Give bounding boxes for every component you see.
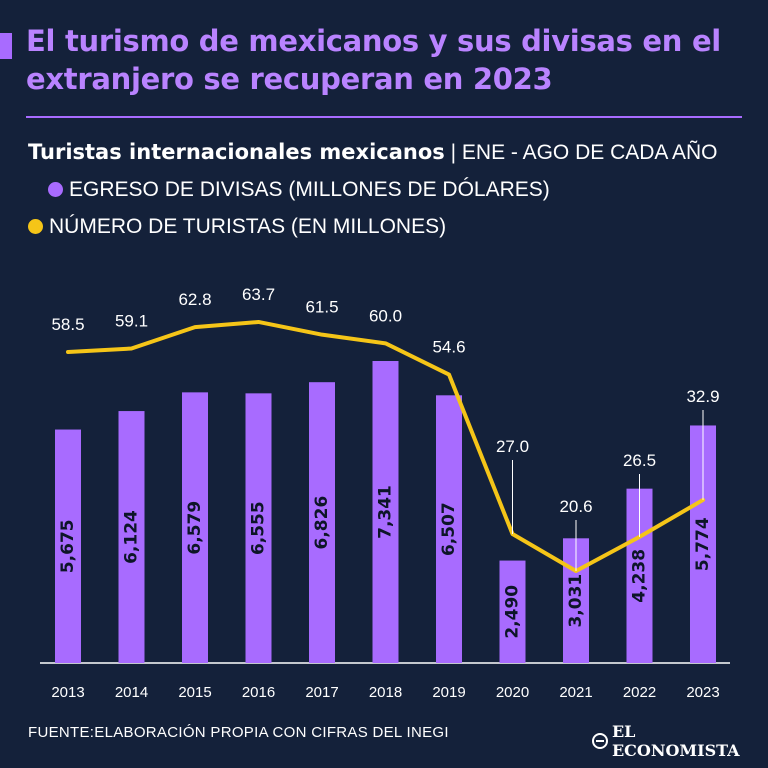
bar [182, 392, 208, 663]
title-accent-bar [0, 33, 12, 59]
x-tick-label: 2017 [305, 684, 338, 701]
page-title: El turismo de mexicanos y sus divisas en… [26, 24, 721, 96]
bar [55, 429, 81, 663]
x-tick-label: 2022 [623, 684, 656, 701]
legend-bars-label: EGRESO DE DIVISAS (MILLONES DE DÓLARES) [69, 178, 550, 201]
bar [245, 393, 272, 663]
bar-value-label: 2,490 [503, 585, 523, 639]
x-tick-label: 2023 [686, 684, 719, 701]
chart-subtitle: Turistas internacionales mexicanos | ENE… [28, 134, 728, 245]
line-value-label: 62.8 [178, 290, 211, 309]
line-value-label: 26.5 [623, 451, 656, 470]
logo-icon [592, 733, 608, 749]
legend-bars-marker [48, 182, 63, 197]
bar-value-label: 7,341 [376, 485, 396, 539]
legend-line-marker [28, 219, 43, 234]
x-tick-label: 2020 [496, 684, 529, 701]
bar-value-label: 5,774 [693, 517, 713, 571]
x-tick-label: 2013 [51, 684, 84, 701]
line-value-label: 32.9 [686, 387, 719, 406]
bar-value-label: 6,579 [185, 501, 205, 555]
line-value-label: 54.6 [432, 338, 465, 357]
subtitle-bold: Turistas internacionales mexicanos [28, 140, 445, 164]
bar [309, 382, 335, 663]
bar-value-label: 4,238 [630, 549, 650, 603]
tourists-line [66, 319, 705, 573]
bar [436, 395, 462, 663]
bar-value-label: 6,555 [249, 501, 269, 555]
bar-value-label: 6,826 [312, 496, 332, 550]
bar-value-label: 3,031 [566, 574, 586, 628]
line-value-label: 27.0 [496, 437, 529, 456]
brand-logo: EL ECONOMISTA [592, 722, 768, 760]
line-value-label: 59.1 [115, 312, 148, 331]
line-value-label: 61.5 [305, 298, 338, 317]
bar-value-label: 6,124 [122, 510, 142, 564]
legend-line-label: NÚMERO DE TURISTAS (EN MILLONES) [49, 215, 447, 238]
bar-value-label: 6,507 [439, 502, 459, 556]
line-value-label: 20.6 [559, 497, 592, 516]
bar-value-label: 5,675 [58, 519, 78, 573]
bar [118, 411, 145, 663]
bar [499, 560, 526, 663]
line-value-label: 60.0 [369, 306, 402, 325]
x-tick-label: 2018 [369, 684, 402, 701]
x-tick-label: 2021 [559, 684, 592, 701]
title-divider [26, 116, 742, 118]
source-note: FUENTE:ELABORACIÓN PROPIA CON CIFRAS DEL… [28, 724, 449, 741]
line-value-label: 58.5 [51, 315, 84, 334]
line-value-label: 63.7 [242, 285, 275, 304]
x-tick-label: 2014 [115, 684, 148, 701]
subtitle-period: | ENE - AGO DE CADA AÑO [450, 141, 718, 164]
x-tick-label: 2016 [242, 684, 275, 701]
bar [372, 361, 399, 663]
x-tick-label: 2015 [178, 684, 211, 701]
logo-text: EL ECONOMISTA [611, 722, 740, 760]
x-tick-label: 2019 [432, 684, 465, 701]
